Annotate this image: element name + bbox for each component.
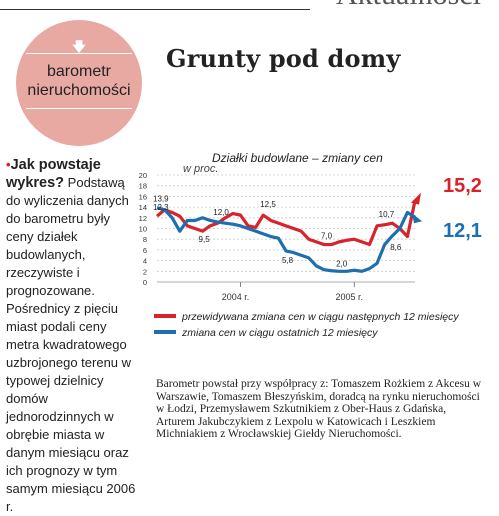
y-tick-20: 20	[139, 171, 147, 180]
chart-series: 12,3 9,5 12,5 7,0 10,7 13,9 12,0 5,8 2,0 8,6 15,2 1…	[153, 175, 482, 273]
y-tick-8: 8	[143, 235, 147, 244]
header-rule	[0, 9, 310, 10]
y-tick-14: 14	[139, 203, 147, 212]
y-tick-0: 0	[143, 278, 147, 287]
legend-label-0: przewidywana zmiana cen w ciągu następny…	[181, 311, 459, 323]
final-value-actual: 12,1	[443, 220, 482, 242]
credits-text: Barometr powstał przy współpracy z: Toma…	[156, 378, 482, 440]
data-label-actual-2: 5,8	[282, 256, 294, 265]
forecast-series-line	[155, 200, 417, 247]
chart-title: Działki budowlane – zmiany cen	[212, 151, 383, 165]
badge-line-1: barometr	[46, 62, 112, 80]
y-tick-10: 10	[139, 225, 147, 234]
y-tick-12: 12	[139, 214, 147, 223]
y-tick-4: 4	[143, 257, 147, 266]
data-label-actual-3: 2,0	[336, 259, 348, 268]
section-title: Aktualności	[336, 0, 481, 10]
article-lead: Jak powstaje wykres?	[6, 157, 101, 191]
actual-series-line	[156, 206, 416, 273]
x-tick-labels: 2004 r. 2005 r.	[157, 281, 415, 302]
y-tick-16: 16	[139, 192, 147, 201]
data-label-forecast-0: 12,3	[153, 203, 169, 212]
actual-end-arrow	[412, 213, 422, 224]
data-label-actual-1: 12,0	[213, 208, 229, 217]
data-label-forecast-4: 10,7	[379, 210, 395, 219]
barometer-badge: 🡇 barometr nieruchomości	[16, 20, 142, 146]
forecast-end-arrow	[411, 192, 421, 205]
data-label-actual-4: 8,6	[390, 243, 402, 252]
y-tick-2: 2	[143, 267, 147, 276]
final-value-forecast: 15,2	[443, 175, 482, 197]
data-label-actual-0: 13,9	[153, 195, 169, 204]
credits-note: Barometr powstał przy współpracy z: Toma…	[156, 378, 486, 441]
page-title: Grunty pod domy	[166, 44, 401, 73]
badge-line-2: nieruchomości	[27, 82, 131, 99]
x-tick-label-1: 2005 r.	[336, 292, 364, 302]
chart-legend: przewidywana zmiana cen w ciągu następny…	[154, 311, 459, 339]
badge-label: barometr nieruchomości	[26, 53, 132, 109]
data-label-forecast-1: 9,5	[199, 235, 211, 244]
legend-label-1: zmiana cen w ciągu ostatnich 12 miesięcy	[181, 327, 378, 339]
y-tick-18: 18	[139, 182, 147, 191]
y-axis-label: w proc.	[183, 163, 218, 175]
y-tick-6: 6	[143, 246, 147, 255]
data-label-forecast-2: 12,5	[260, 200, 276, 209]
arrow-down-icon: 🡇	[72, 39, 86, 54]
x-tick-label-0: 2004 r.	[222, 292, 250, 302]
data-label-forecast-3: 7,0	[321, 232, 333, 241]
lead-marker-icon: •	[6, 157, 11, 172]
